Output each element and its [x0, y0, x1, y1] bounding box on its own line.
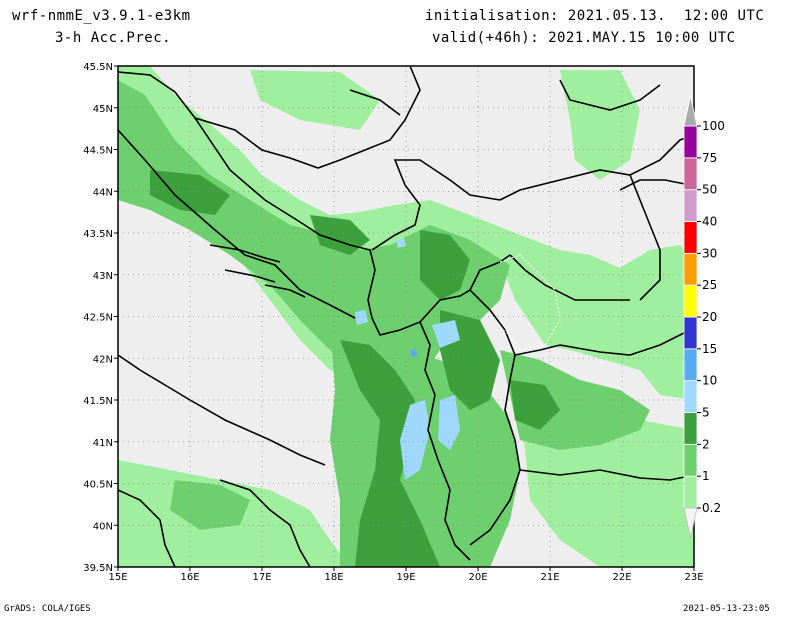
precip-area-lightblue [438, 395, 460, 450]
software-credit: GrADS: COLA/IGES [4, 604, 91, 614]
lon-tick-label: 23E [684, 572, 703, 583]
precip-area-blue [410, 349, 417, 357]
precip-area-dark [310, 215, 370, 255]
lon-tick-label: 18E [324, 572, 343, 583]
initialisation-time: initialisation: 2021.05.13. 12:00 UTC [425, 8, 765, 24]
precip-area-lightblue [400, 400, 430, 480]
precip-area-lightblue [355, 310, 368, 325]
lon-tick-label: 15E [108, 572, 127, 583]
colorbar-label: 20 [702, 310, 717, 324]
colorbar-label: 100 [702, 119, 725, 133]
lon-tick-label: 21E [540, 572, 559, 583]
model-title: wrf-nmmE_v3.9.1-e3km [12, 8, 191, 24]
colorbar-label: 2 [702, 437, 710, 451]
field-title: 3-h Acc.Prec. [55, 30, 172, 46]
colorbar-segment [683, 412, 698, 445]
valid-time: valid(+46h): 2021.MAY.15 10:00 UTC [432, 30, 736, 46]
colorbar-label: 75 [702, 151, 717, 165]
country-borders [117, 65, 695, 568]
colorbar-label: 50 [702, 183, 717, 197]
lat-tick-label: 45.5N [83, 62, 113, 73]
lat-tick-label: 44.5N [83, 146, 113, 157]
colorbar-segment [683, 348, 698, 382]
colorbar-segment [683, 380, 698, 413]
latitude-tick-labels: 39.5N 40N 40.5N 41N 41.5N 42N 42.5N 43N 43.5N 44N… [83, 62, 118, 574]
lat-tick-label: 44N [93, 187, 113, 198]
colorbar-label: 10 [702, 374, 717, 388]
colorbar-segment [683, 189, 698, 222]
colorbar-segment [683, 284, 698, 318]
precip-area-light [250, 70, 380, 130]
lat-tick-label: 43N [93, 271, 113, 282]
colorbar-label: 40 [702, 215, 717, 229]
lat-tick-label: 39.5N [83, 563, 113, 574]
kosovo-border [499, 254, 561, 351]
precip-area-medium [170, 480, 250, 530]
precip-area-light [560, 70, 640, 180]
lat-tick-label: 41.5N [83, 396, 113, 407]
lat-tick-label: 41N [93, 438, 113, 449]
precip-area-lightblue [432, 320, 460, 348]
lat-tick-label: 42N [93, 354, 113, 365]
colorbar-segment [683, 443, 698, 477]
colorbar-max-triangle [683, 95, 698, 127]
precip-area-dark [420, 230, 470, 300]
precip-area-medium [118, 80, 510, 390]
precip-area-dark [340, 340, 440, 567]
precip-area-lightblue [396, 238, 406, 248]
lat-tick-label: 43.5N [83, 229, 113, 240]
colorbar-label: 0.2 [702, 501, 721, 515]
colorbar-label: 5 [702, 406, 710, 420]
lat-tick-label: 40.5N [83, 480, 113, 491]
colorbar-segment [683, 316, 698, 350]
colorbar-segment [683, 221, 698, 254]
map-frame: 15E 16E 17E 18E 19E 20E 21E 22E 23E 39.5N 40N 40.5… [83, 62, 703, 583]
colorbar-label: 25 [702, 278, 717, 292]
colorbar-segment [683, 475, 698, 509]
lon-tick-label: 19E [396, 572, 415, 583]
plot-timestamp: 2021-05-13-23:05 [683, 604, 770, 614]
colorbar-label: 1 [702, 469, 710, 483]
precip-area-dark [150, 170, 230, 215]
precipitation-map: 15E 16E 17E 18E 19E 20E 21E 22E 23E 39.5N 40N 40.5… [83, 62, 725, 583]
longitude-tick-labels: 15E 16E 17E 18E 19E 20E 21E 22E 23E [108, 567, 704, 583]
lon-tick-label: 20E [468, 572, 487, 583]
colorbar-segment [683, 125, 698, 159]
colorbar-label: 15 [702, 342, 717, 356]
colorbar-segment [683, 252, 698, 286]
lat-tick-label: 45N [93, 104, 113, 115]
colorbar-segment [683, 157, 698, 191]
lon-tick-label: 16E [180, 572, 199, 583]
precip-area-dark [510, 380, 560, 430]
lat-tick-label: 40N [93, 521, 113, 532]
colorbar-min-triangle [683, 507, 698, 539]
lat-tick-label: 42.5N [83, 313, 113, 324]
colorbar-label: 30 [702, 246, 717, 260]
lon-tick-label: 22E [612, 572, 631, 583]
lon-tick-label: 17E [252, 572, 271, 583]
